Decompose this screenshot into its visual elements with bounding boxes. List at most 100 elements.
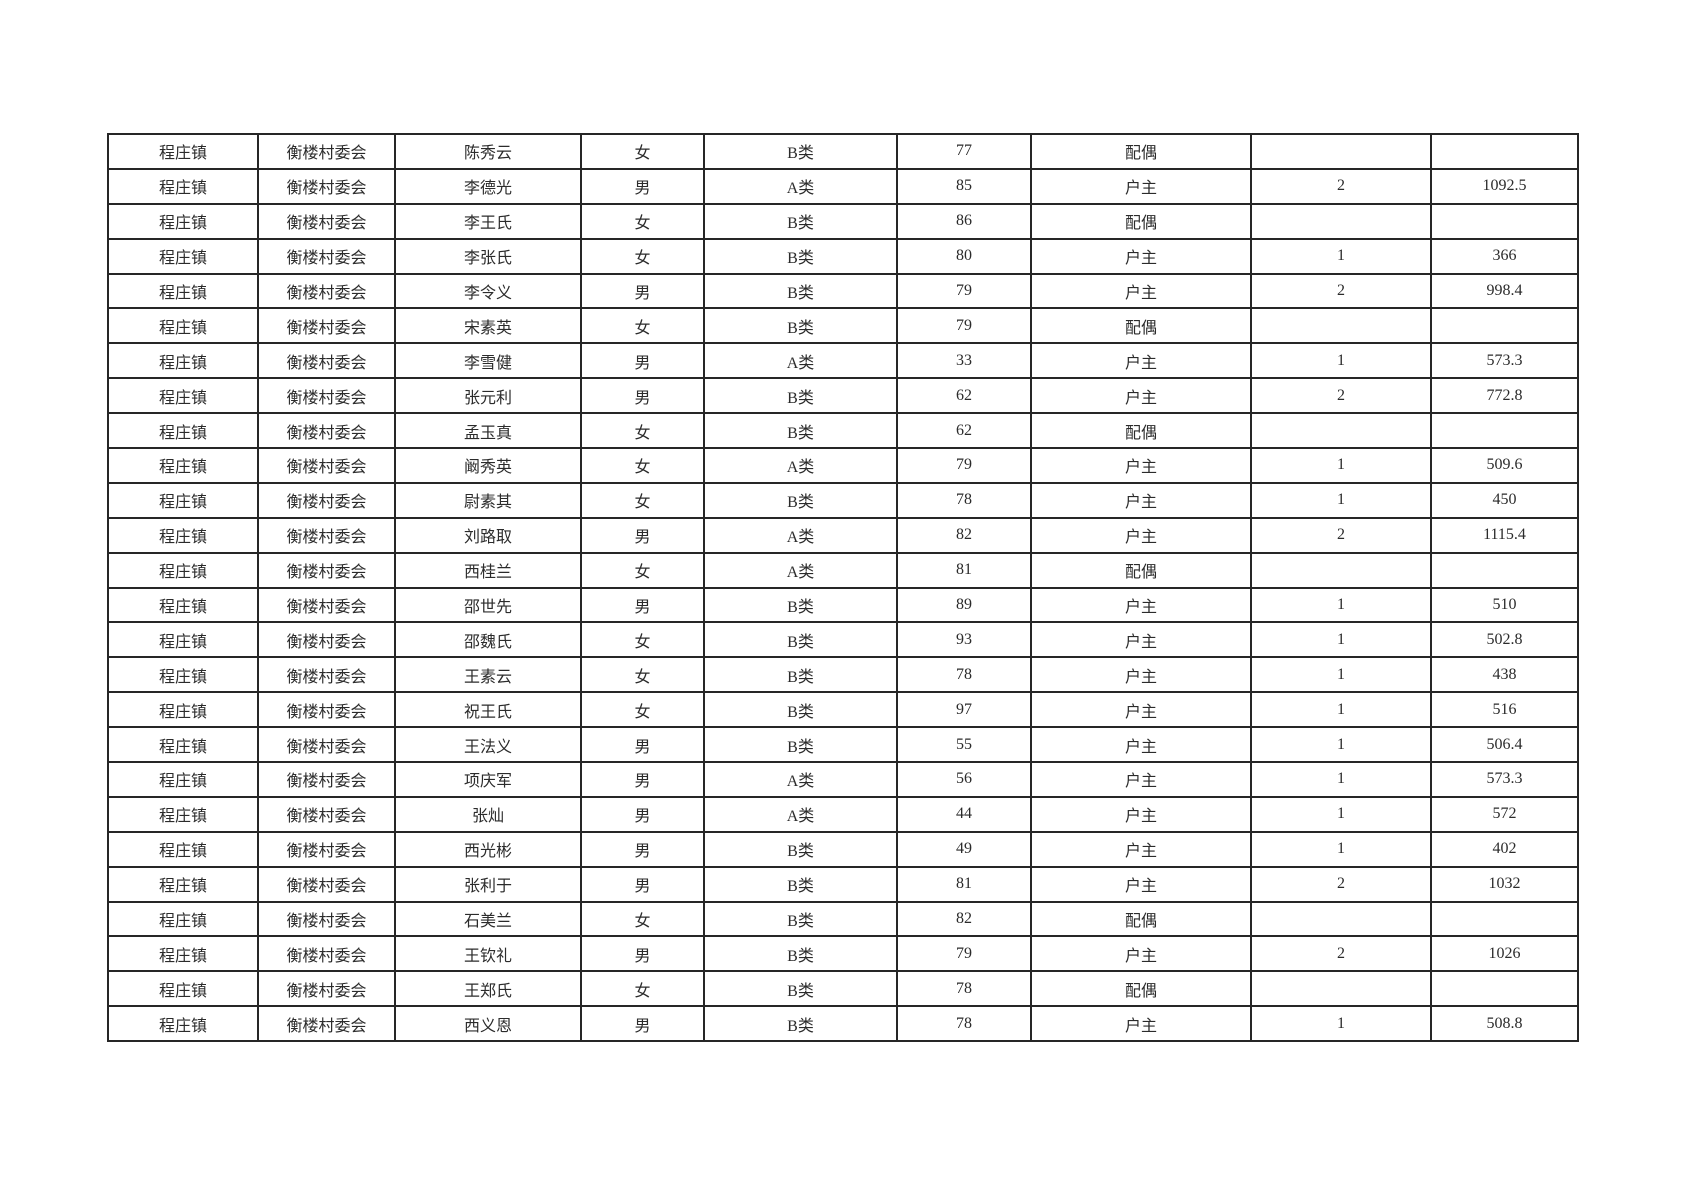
- cell-town: 程庄镇: [108, 971, 258, 1007]
- cell-category: A类: [704, 796, 897, 832]
- table-row: 程庄镇 衡楼村委会 张利于男 B类 81 户主 2 1032: [108, 866, 1578, 902]
- cell-amount: 1032: [1431, 866, 1578, 902]
- records-table: 程庄镇 衡楼村委会 陈秀云女 B类 77 配偶 程庄镇 衡楼村委会 李德光男 A类 85 户主 2 109…: [107, 133, 1579, 1043]
- cell-household_size: 2: [1251, 936, 1431, 972]
- cell-name: 张元利: [395, 378, 581, 414]
- cell-gender: 女: [581, 413, 704, 449]
- cell-household_size: [1251, 203, 1431, 239]
- cell-household_size: 2: [1251, 866, 1431, 902]
- table-row: 程庄镇 衡楼村委会 尉素其女 B类 78 户主 1 450: [108, 482, 1578, 518]
- cell-town: 程庄镇: [108, 134, 258, 169]
- cell-relation: 户主: [1031, 238, 1251, 274]
- cell-name: 李德光: [395, 168, 581, 204]
- cell-amount: 438: [1431, 657, 1578, 693]
- cell-name: 李令义: [395, 273, 581, 309]
- cell-amount: 450: [1431, 482, 1578, 518]
- cell-category: B类: [704, 134, 897, 169]
- cell-village: 衡楼村委会: [258, 482, 395, 518]
- table-row: 程庄镇 衡楼村委会 刘路取男 A类 82 户主 2 1115.4: [108, 517, 1578, 553]
- cell-category: B类: [704, 622, 897, 658]
- cell-amount: 366: [1431, 238, 1578, 274]
- cell-town: 程庄镇: [108, 866, 258, 902]
- cell-gender: 女: [581, 308, 704, 344]
- table-row: 程庄镇 衡楼村委会 王郑氏女 B类 78 配偶: [108, 971, 1578, 1007]
- cell-relation: 户主: [1031, 622, 1251, 658]
- cell-village: 衡楼村委会: [258, 936, 395, 972]
- cell-name: 邵魏氏: [395, 622, 581, 658]
- cell-name: 王法义: [395, 727, 581, 763]
- cell-category: B类: [704, 308, 897, 344]
- cell-amount: 510: [1431, 587, 1578, 623]
- cell-village: 衡楼村委会: [258, 168, 395, 204]
- cell-village: 衡楼村委会: [258, 622, 395, 658]
- cell-age: 78: [897, 482, 1031, 518]
- cell-age: 80: [897, 238, 1031, 274]
- cell-town: 程庄镇: [108, 1006, 258, 1042]
- cell-category: B类: [704, 378, 897, 414]
- table-row: 程庄镇 衡楼村委会 西光彬男 B类 49 户主 1 402: [108, 831, 1578, 867]
- cell-household_size: [1251, 971, 1431, 1007]
- cell-relation: 配偶: [1031, 134, 1251, 169]
- cell-village: 衡楼村委会: [258, 413, 395, 449]
- table-row: 程庄镇 衡楼村委会 王素云女 B类 78 户主 1 438: [108, 657, 1578, 693]
- cell-amount: 402: [1431, 831, 1578, 867]
- cell-gender: 女: [581, 971, 704, 1007]
- cell-age: 55: [897, 727, 1031, 763]
- cell-amount: 1026: [1431, 936, 1578, 972]
- cell-name: 宋素英: [395, 308, 581, 344]
- cell-name: 西桂兰: [395, 552, 581, 588]
- cell-village: 衡楼村委会: [258, 762, 395, 797]
- table-row: 程庄镇 衡楼村委会 项庆军男 A类 56 户主 1 573.3: [108, 762, 1578, 797]
- cell-age: 78: [897, 1006, 1031, 1042]
- cell-relation: 户主: [1031, 168, 1251, 204]
- cell-town: 程庄镇: [108, 796, 258, 832]
- cell-household_size: 1: [1251, 796, 1431, 832]
- cell-category: B类: [704, 587, 897, 623]
- cell-household_size: [1251, 413, 1431, 449]
- cell-village: 衡楼村委会: [258, 448, 395, 483]
- cell-category: B类: [704, 831, 897, 867]
- cell-relation: 户主: [1031, 657, 1251, 693]
- cell-town: 程庄镇: [108, 238, 258, 274]
- cell-village: 衡楼村委会: [258, 203, 395, 239]
- cell-gender: 女: [581, 134, 704, 169]
- cell-category: B类: [704, 273, 897, 309]
- cell-household_size: 1: [1251, 343, 1431, 379]
- cell-amount: 772.8: [1431, 378, 1578, 414]
- cell-amount: [1431, 971, 1578, 1007]
- cell-gender: 女: [581, 448, 704, 483]
- cell-amount: 1092.5: [1431, 168, 1578, 204]
- cell-household_size: 1: [1251, 482, 1431, 518]
- cell-village: 衡楼村委会: [258, 273, 395, 309]
- cell-relation: 户主: [1031, 866, 1251, 902]
- cell-name: 王钦礼: [395, 936, 581, 972]
- table-row: 程庄镇 衡楼村委会 李雪健男 A类 33 户主 1 573.3: [108, 343, 1578, 379]
- cell-category: B类: [704, 901, 897, 937]
- cell-age: 85: [897, 168, 1031, 204]
- cell-town: 程庄镇: [108, 378, 258, 414]
- cell-age: 81: [897, 866, 1031, 902]
- cell-age: 89: [897, 587, 1031, 623]
- cell-relation: 户主: [1031, 273, 1251, 309]
- cell-category: B类: [704, 727, 897, 763]
- cell-town: 程庄镇: [108, 482, 258, 518]
- cell-name: 李张氏: [395, 238, 581, 274]
- cell-household_size: 1: [1251, 762, 1431, 797]
- cell-amount: [1431, 413, 1578, 449]
- table-row: 程庄镇 衡楼村委会 王法义男 B类 55 户主 1 506.4: [108, 727, 1578, 763]
- cell-amount: 509.6: [1431, 448, 1578, 483]
- table-row: 程庄镇 衡楼村委会 邵世先男 B类 89 户主 1 510: [108, 587, 1578, 623]
- cell-household_size: [1251, 134, 1431, 169]
- cell-relation: 户主: [1031, 343, 1251, 379]
- table-row: 程庄镇 衡楼村委会 宋素英女 B类 79 配偶: [108, 308, 1578, 344]
- cell-age: 79: [897, 308, 1031, 344]
- cell-town: 程庄镇: [108, 203, 258, 239]
- cell-household_size: [1251, 901, 1431, 937]
- cell-category: B类: [704, 413, 897, 449]
- cell-category: B类: [704, 866, 897, 902]
- cell-village: 衡楼村委会: [258, 308, 395, 344]
- table-row: 程庄镇 衡楼村委会 李德光男 A类 85 户主 2 1092.5: [108, 168, 1578, 204]
- cell-relation: 配偶: [1031, 552, 1251, 588]
- cell-town: 程庄镇: [108, 308, 258, 344]
- cell-gender: 男: [581, 273, 704, 309]
